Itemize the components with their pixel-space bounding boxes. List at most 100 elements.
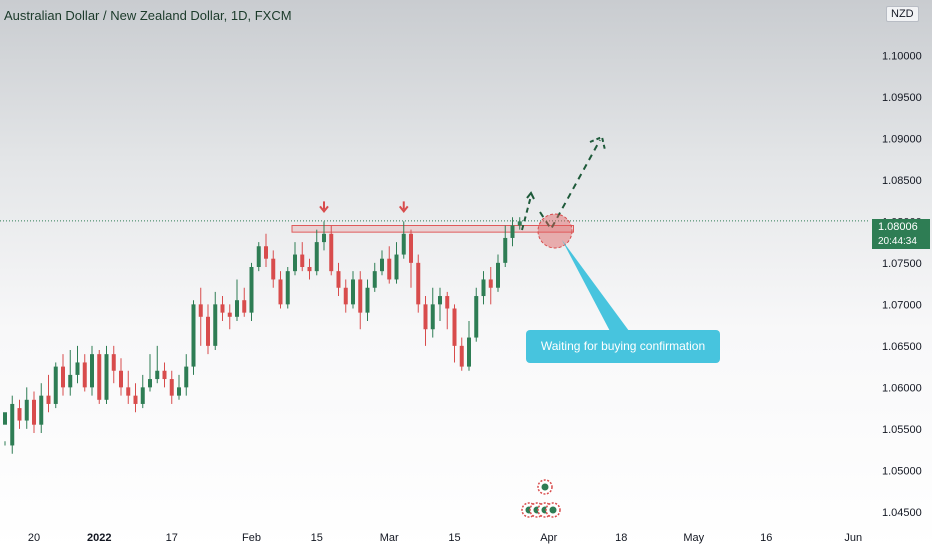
y-tick-label: 1.06500 bbox=[882, 341, 922, 353]
x-tick-label: 18 bbox=[615, 532, 627, 544]
confirmation-circle bbox=[537, 213, 573, 249]
candle-body bbox=[300, 254, 305, 267]
candle-body bbox=[481, 279, 486, 297]
candle-body bbox=[416, 262, 421, 305]
currency-badge[interactable]: NZD bbox=[886, 6, 919, 22]
candle-body bbox=[75, 362, 80, 375]
candle-body bbox=[140, 387, 145, 404]
candle-body bbox=[235, 300, 239, 317]
candle-body bbox=[271, 258, 276, 280]
candle-body bbox=[162, 370, 167, 380]
candle-body bbox=[24, 399, 29, 421]
candle-body bbox=[10, 403, 15, 446]
candle-body bbox=[68, 374, 73, 388]
candle-body bbox=[322, 233, 326, 243]
down-arrow-marker bbox=[319, 201, 329, 213]
x-tick-label: 15 bbox=[448, 532, 460, 544]
projection-arrowhead bbox=[589, 135, 606, 151]
resistance-zone bbox=[291, 225, 574, 233]
candle-body bbox=[517, 221, 522, 226]
candle-body bbox=[191, 304, 196, 367]
x-tick-label: 15 bbox=[311, 532, 323, 544]
candle-body bbox=[198, 304, 203, 317]
candle-body bbox=[474, 296, 479, 338]
x-tick-label: 2022 bbox=[87, 532, 111, 544]
candle-body bbox=[46, 395, 51, 404]
candle-body bbox=[220, 304, 225, 313]
candle-body bbox=[293, 254, 297, 272]
y-tick-label: 1.05000 bbox=[882, 465, 922, 477]
candle-body bbox=[365, 287, 370, 313]
x-tick-label: Feb bbox=[242, 532, 261, 544]
candle-body bbox=[459, 345, 464, 367]
candle-body bbox=[307, 267, 312, 272]
x-tick-label: 17 bbox=[166, 532, 178, 544]
candle-body bbox=[351, 279, 355, 305]
y-tick-label: 1.07000 bbox=[882, 299, 922, 311]
candle-body bbox=[430, 304, 435, 330]
candle-body bbox=[387, 258, 392, 280]
x-tick-label: Mar bbox=[380, 532, 399, 544]
candle-body bbox=[206, 316, 210, 346]
candle-body bbox=[227, 312, 232, 317]
candle-body bbox=[488, 279, 493, 288]
candle-body bbox=[467, 337, 471, 367]
y-tick-label: 1.09500 bbox=[882, 92, 922, 104]
candle-body bbox=[278, 279, 283, 305]
bar-countdown-label: 20:44:34 bbox=[872, 235, 930, 249]
candle-body bbox=[249, 267, 254, 313]
candle-body bbox=[336, 271, 341, 288]
annotation-callout[interactable]: Waiting for buying confirmation bbox=[526, 330, 720, 363]
candle-body bbox=[32, 399, 36, 425]
candle-body bbox=[82, 362, 87, 388]
y-tick-label: 1.05500 bbox=[882, 424, 922, 436]
candle-body bbox=[372, 271, 377, 288]
candle-body bbox=[213, 304, 218, 346]
candle-body bbox=[184, 366, 189, 388]
candle-body bbox=[53, 366, 58, 404]
y-tick-label: 1.06000 bbox=[882, 382, 922, 394]
down-arrow-marker bbox=[398, 201, 409, 213]
candle-body bbox=[126, 387, 131, 396]
current-price-label: 1.08006 bbox=[872, 219, 930, 235]
candle-body bbox=[438, 296, 442, 305]
candle-body bbox=[401, 233, 406, 255]
x-tick-label: 16 bbox=[760, 532, 772, 544]
candle-body bbox=[510, 225, 515, 238]
symbol-title[interactable]: Australian Dollar / New Zealand Dollar, … bbox=[4, 8, 292, 23]
x-tick-label: May bbox=[683, 532, 704, 544]
candle-body bbox=[97, 354, 102, 400]
candle-body bbox=[503, 237, 508, 263]
candle-body bbox=[452, 308, 457, 346]
y-tick-label: 1.04500 bbox=[882, 507, 922, 519]
candle-body bbox=[148, 379, 152, 388]
candle-body bbox=[256, 246, 261, 267]
candle-body bbox=[104, 354, 109, 400]
candle-body bbox=[358, 279, 363, 313]
economic-events-icons bbox=[521, 479, 561, 518]
y-tick-label: 1.09000 bbox=[882, 133, 922, 145]
candle-body bbox=[111, 354, 116, 371]
candle-body bbox=[39, 395, 44, 425]
candle-body bbox=[496, 262, 500, 288]
y-tick-label: 1.10000 bbox=[882, 50, 922, 62]
candle-body bbox=[380, 258, 384, 272]
candle-body bbox=[17, 408, 22, 421]
candle-body bbox=[409, 233, 413, 263]
projection-line-up bbox=[521, 195, 532, 231]
x-tick-label: 20 bbox=[28, 532, 40, 544]
y-tick-label: 1.07500 bbox=[882, 258, 922, 270]
candle-body bbox=[61, 366, 65, 388]
candle-body bbox=[90, 354, 94, 388]
x-tick-label: Jun bbox=[844, 532, 862, 544]
candle-body bbox=[264, 246, 268, 259]
candle-body bbox=[119, 370, 123, 388]
candle-body bbox=[394, 254, 399, 280]
callout-pointer bbox=[562, 240, 632, 335]
candle-body bbox=[155, 370, 160, 380]
candle-body bbox=[285, 271, 290, 305]
candle-body bbox=[133, 395, 138, 404]
